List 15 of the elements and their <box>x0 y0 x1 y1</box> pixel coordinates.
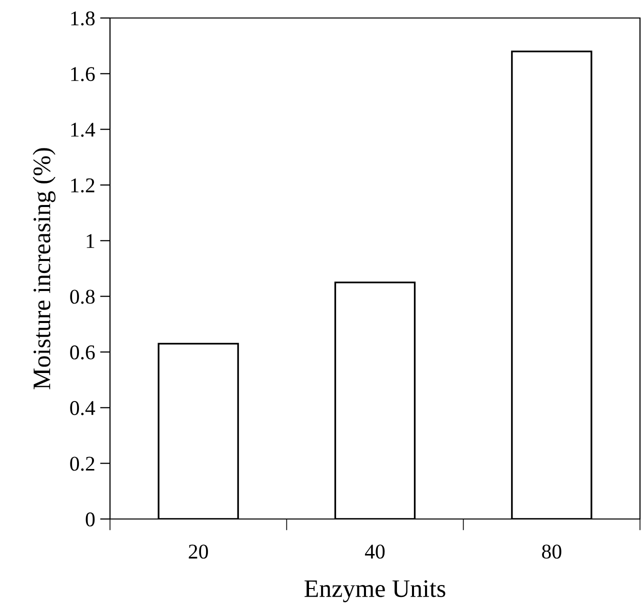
x-tick-label: 20 <box>188 544 208 559</box>
x-axis-title: Enzyme Units <box>304 580 446 602</box>
y-tick-label: 0 <box>86 512 95 526</box>
y-tick-label: 1.4 <box>71 122 96 137</box>
y-tick-label: 1.2 <box>71 178 94 193</box>
y-tick-label: 0.8 <box>70 290 95 304</box>
y-tick-label: 1 <box>86 234 94 248</box>
y-tick-label: 1.6 <box>71 67 95 82</box>
y-tick-label: 0.4 <box>70 401 96 416</box>
x-tick-label: 40 <box>364 544 385 559</box>
y-tick-label: 1.8 <box>71 11 95 26</box>
y-tick-label: 0.2 <box>70 456 94 471</box>
y-axis-title: Moisture increasing (%) <box>32 148 56 390</box>
y-tick-label: 0.6 <box>70 345 95 360</box>
x-tick-label: 80 <box>542 544 562 559</box>
